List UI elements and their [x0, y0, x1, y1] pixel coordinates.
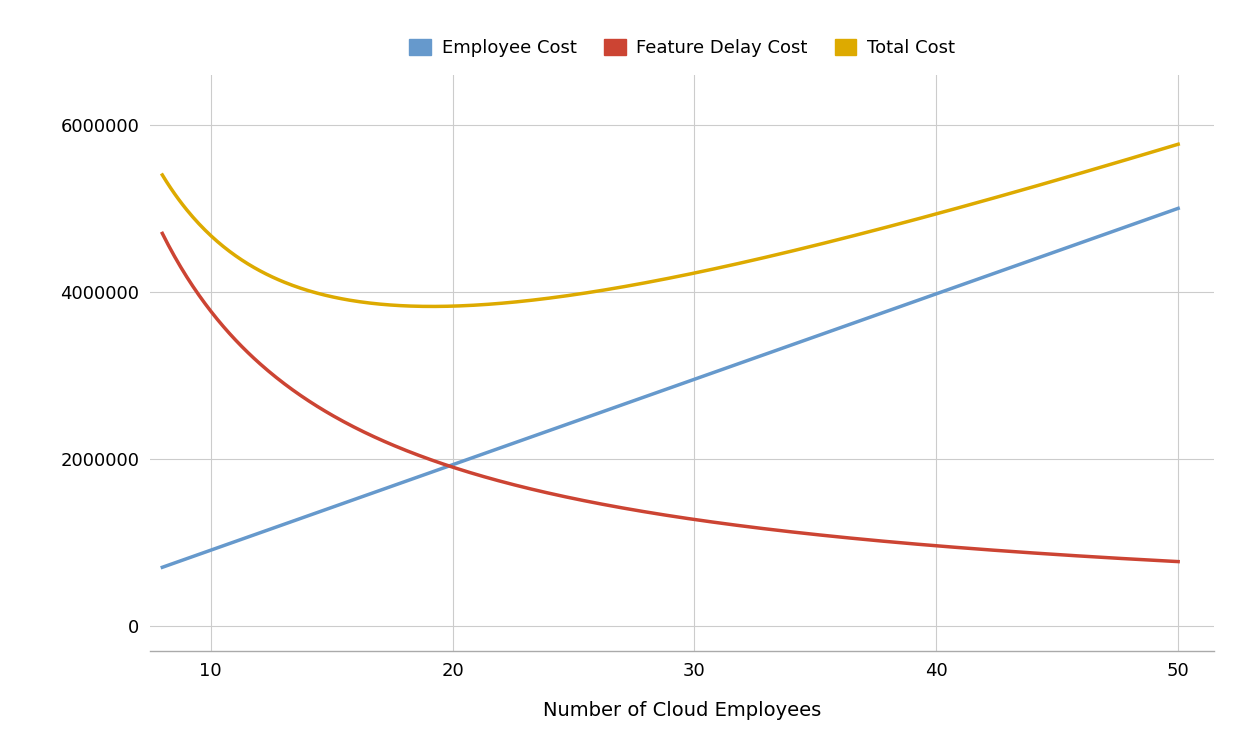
Total Cost: [155, 171, 170, 180]
Employee Cost: [637, 392, 652, 401]
Employee Cost: [155, 562, 170, 571]
Line: Total Cost: Total Cost: [163, 144, 1178, 307]
Total Cost: [706, 264, 721, 273]
Total Cost: [1171, 140, 1186, 149]
Total Cost: [989, 192, 1004, 201]
Feature Delay Cost: [155, 229, 170, 238]
Feature Delay Cost: [644, 509, 659, 518]
Feature Delay Cost: [1147, 556, 1162, 565]
Total Cost: [761, 252, 776, 261]
Employee Cost: [1147, 212, 1162, 221]
Feature Delay Cost: [760, 524, 775, 533]
Total Cost: [646, 277, 661, 286]
Feature Delay Cost: [637, 507, 652, 516]
Employee Cost: [988, 269, 1003, 278]
Line: Feature Delay Cost: Feature Delay Cost: [163, 233, 1178, 562]
Feature Delay Cost: [1171, 557, 1186, 566]
Employee Cost: [760, 349, 775, 358]
Employee Cost: [1171, 204, 1186, 213]
Feature Delay Cost: [705, 518, 720, 527]
Employee Cost: [644, 390, 659, 399]
Total Cost: [1148, 147, 1163, 156]
X-axis label: Number of Cloud Employees: Number of Cloud Employees: [543, 701, 821, 720]
Feature Delay Cost: [988, 546, 1003, 555]
Total Cost: [640, 278, 655, 287]
Legend: Employee Cost, Feature Delay Cost, Total Cost: Employee Cost, Feature Delay Cost, Total…: [402, 32, 963, 64]
Employee Cost: [705, 369, 720, 378]
Line: Employee Cost: Employee Cost: [163, 209, 1178, 567]
Total Cost: [423, 302, 438, 311]
